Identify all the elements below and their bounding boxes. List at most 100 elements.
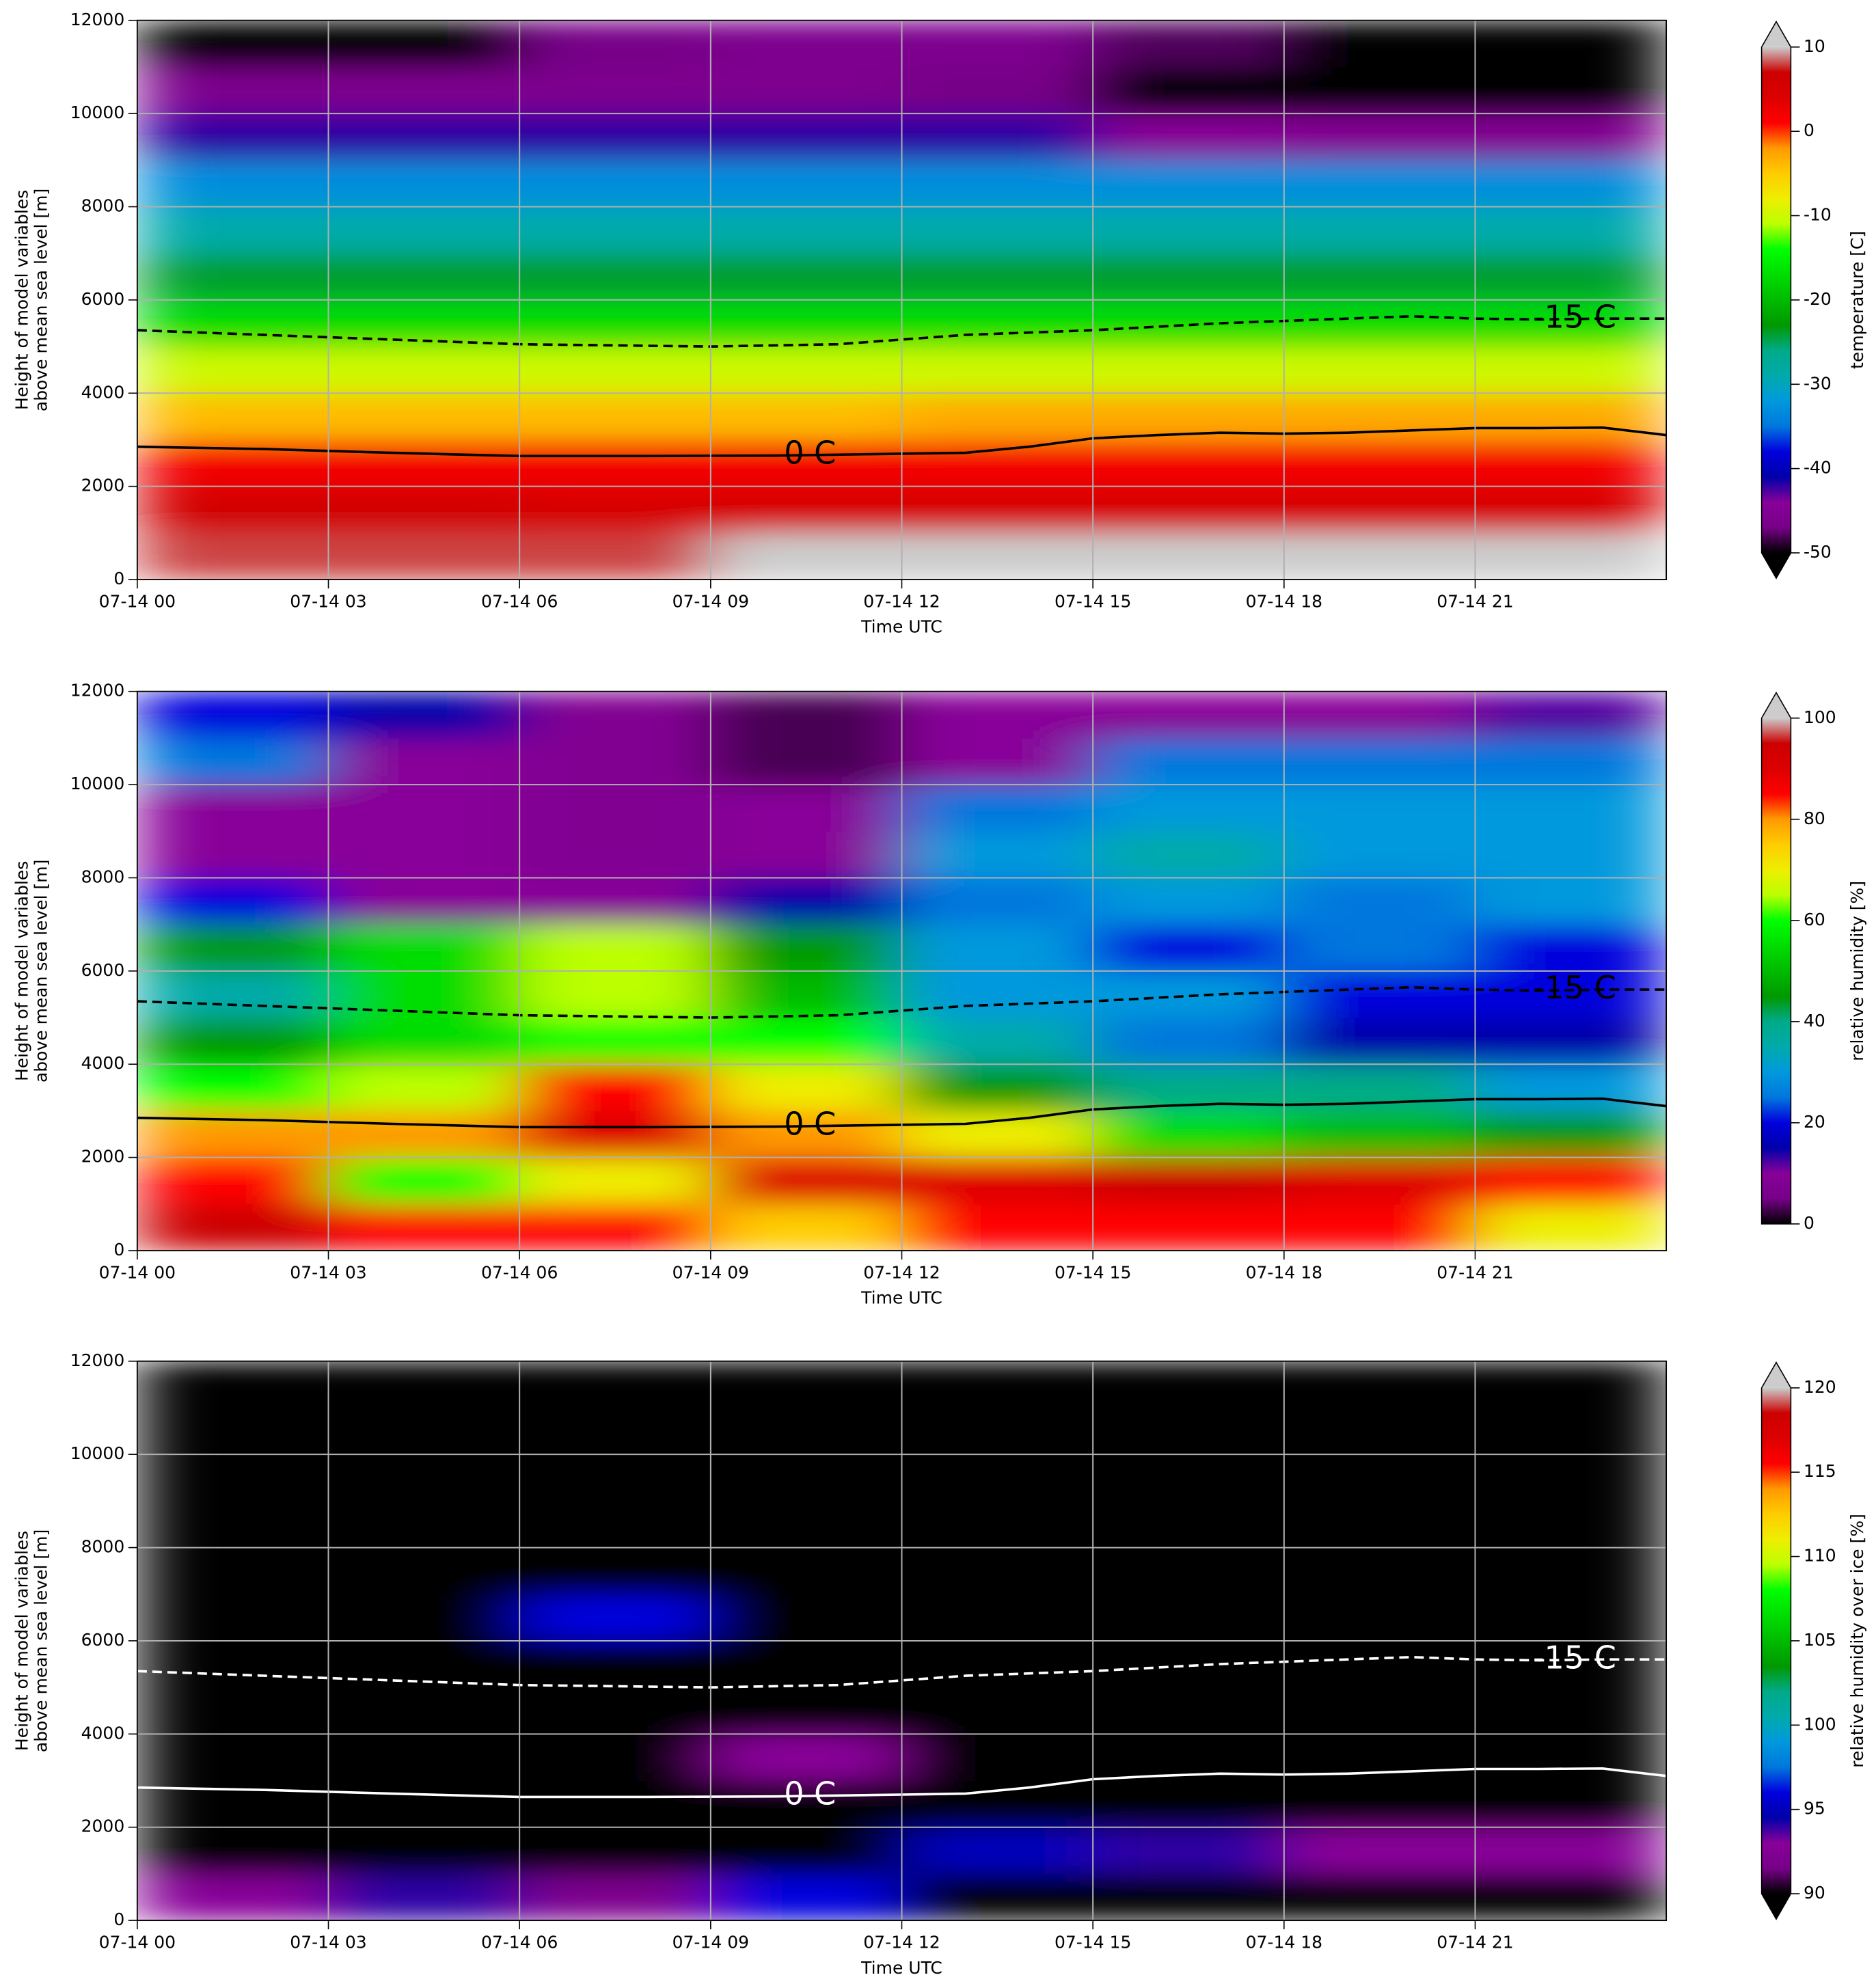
heatmap-cell [328, 532, 520, 580]
heatmap-cell [901, 1017, 1093, 1065]
x-tick-label: 07-14 00 [99, 1933, 176, 1952]
heatmap-cell [901, 1110, 1093, 1158]
y-tick-label: 10000 [70, 103, 125, 122]
colorbar-tick-label: 80 [1804, 808, 1825, 828]
heatmap-cell [519, 1063, 711, 1111]
heatmap-cell [328, 159, 520, 208]
y-tick-label: 2000 [81, 1147, 125, 1167]
x-tick-label: 07-14 03 [290, 1262, 366, 1282]
heatmap-cell [1283, 830, 1476, 878]
heatmap-cell [1283, 1687, 1476, 1734]
colorbar-label: relative humidity over ice [%] [1847, 1514, 1867, 1768]
heatmap-cell [901, 784, 1093, 832]
heatmap-cell [1474, 439, 1667, 487]
heatmap-cell [1283, 1780, 1476, 1828]
heatmap-cell [1283, 439, 1476, 487]
heatmap-cell [1283, 299, 1476, 347]
heatmap-cell [1092, 877, 1285, 925]
heatmap-cell [1092, 1017, 1285, 1065]
heatmap-cell [1474, 1547, 1667, 1595]
heatmap-cell [1474, 66, 1667, 114]
heatmap-cell [137, 691, 329, 739]
heatmap-cell [1283, 784, 1476, 832]
heatmap-cell [901, 1594, 1093, 1642]
contour-label: 0 C [784, 434, 836, 471]
y-tick-label: 10000 [70, 1443, 125, 1463]
heatmap-cell [710, 66, 902, 114]
heatmap-cell [328, 1594, 520, 1642]
heatmap-cell [1283, 346, 1476, 394]
heatmap-cell [710, 737, 902, 785]
heatmap-cell [1092, 1780, 1285, 1828]
heatmap-cell [901, 1687, 1093, 1734]
x-tick-label: 07-14 21 [1437, 1933, 1513, 1952]
heatmap-cell [1092, 439, 1285, 487]
x-tick-label: 07-14 00 [99, 1262, 176, 1282]
heatmap-cell [1283, 159, 1476, 208]
heatmap-cell [710, 20, 902, 68]
heatmap-cell [1092, 1640, 1285, 1688]
colorbar-extend-max [1761, 1362, 1791, 1388]
heatmap-cell [1283, 1594, 1476, 1642]
heatmap-cell [901, 1873, 1093, 1921]
x-tick-label: 07-14 06 [481, 1262, 558, 1282]
heatmap-cell [901, 1547, 1093, 1595]
heatmap-cell [1474, 784, 1667, 832]
heatmap-cell [137, 1361, 329, 1408]
x-tick-label: 07-14 06 [481, 592, 558, 612]
heatmap-cell [328, 1733, 520, 1782]
heatmap-cell [137, 486, 329, 534]
heatmap-cell [328, 830, 520, 878]
heatmap-cell [1092, 532, 1285, 580]
heatmap-cell [1474, 691, 1667, 739]
heatmap [137, 20, 1667, 580]
contour-label: -15 C [1533, 298, 1616, 335]
heatmap-cell [1474, 1454, 1667, 1501]
heatmap-cell [328, 1827, 520, 1875]
heatmap-cell [1092, 1203, 1285, 1251]
heatmap-cell [901, 1780, 1093, 1828]
heatmap-cell [901, 346, 1093, 394]
heatmap-cell [1474, 1157, 1667, 1205]
heatmap-cell [519, 1733, 711, 1782]
heatmap-cell [519, 1873, 711, 1921]
plot-frame [136, 690, 1668, 1251]
colorbar-tick-label: -10 [1804, 205, 1832, 225]
heatmap-cell [137, 1827, 329, 1875]
plot-frame [136, 19, 1668, 580]
heatmap-cell [710, 691, 902, 739]
colorbar-tick-label: -40 [1804, 458, 1832, 478]
heatmap-cell [328, 113, 520, 161]
heatmap-cell [901, 532, 1093, 580]
heatmap-cell [519, 1157, 711, 1205]
heatmap-cell [710, 299, 902, 347]
heatmap-cell [1092, 1407, 1285, 1455]
y-tick-label: 0 [113, 1909, 124, 1929]
heatmap-cell [328, 1361, 520, 1408]
heatmap-cell [1283, 1640, 1476, 1688]
heatmap-cell [137, 1407, 329, 1455]
heatmap-cell [137, 346, 329, 394]
heatmap-cell [137, 1547, 329, 1595]
y-tick-label: 10000 [70, 774, 125, 793]
colorbar-tick-label: -50 [1804, 542, 1832, 562]
heatmap-cell [901, 1827, 1093, 1875]
heatmap-cell [519, 532, 711, 580]
x-tick-label: 07-14 12 [863, 1262, 940, 1282]
heatmap-cell [1283, 206, 1476, 254]
contour-label: 0 C [784, 1775, 836, 1812]
colorbar-frame [1761, 691, 1792, 1225]
heatmap-cell [901, 392, 1093, 440]
heatmap-cell [1474, 1780, 1667, 1828]
contour-line [137, 314, 1667, 348]
heatmap-cell [901, 439, 1093, 487]
x-tick-label: 07-14 15 [1055, 592, 1131, 612]
heatmap-cell [137, 970, 329, 1018]
heatmap-cell [710, 924, 902, 972]
heatmap-cell [710, 439, 902, 487]
heatmap-cell [1283, 1361, 1476, 1408]
heatmap-cell [519, 691, 711, 739]
contour-label: -15 C [1533, 969, 1616, 1006]
heatmap-cell [901, 1157, 1093, 1205]
heatmap-cell [710, 1063, 902, 1111]
